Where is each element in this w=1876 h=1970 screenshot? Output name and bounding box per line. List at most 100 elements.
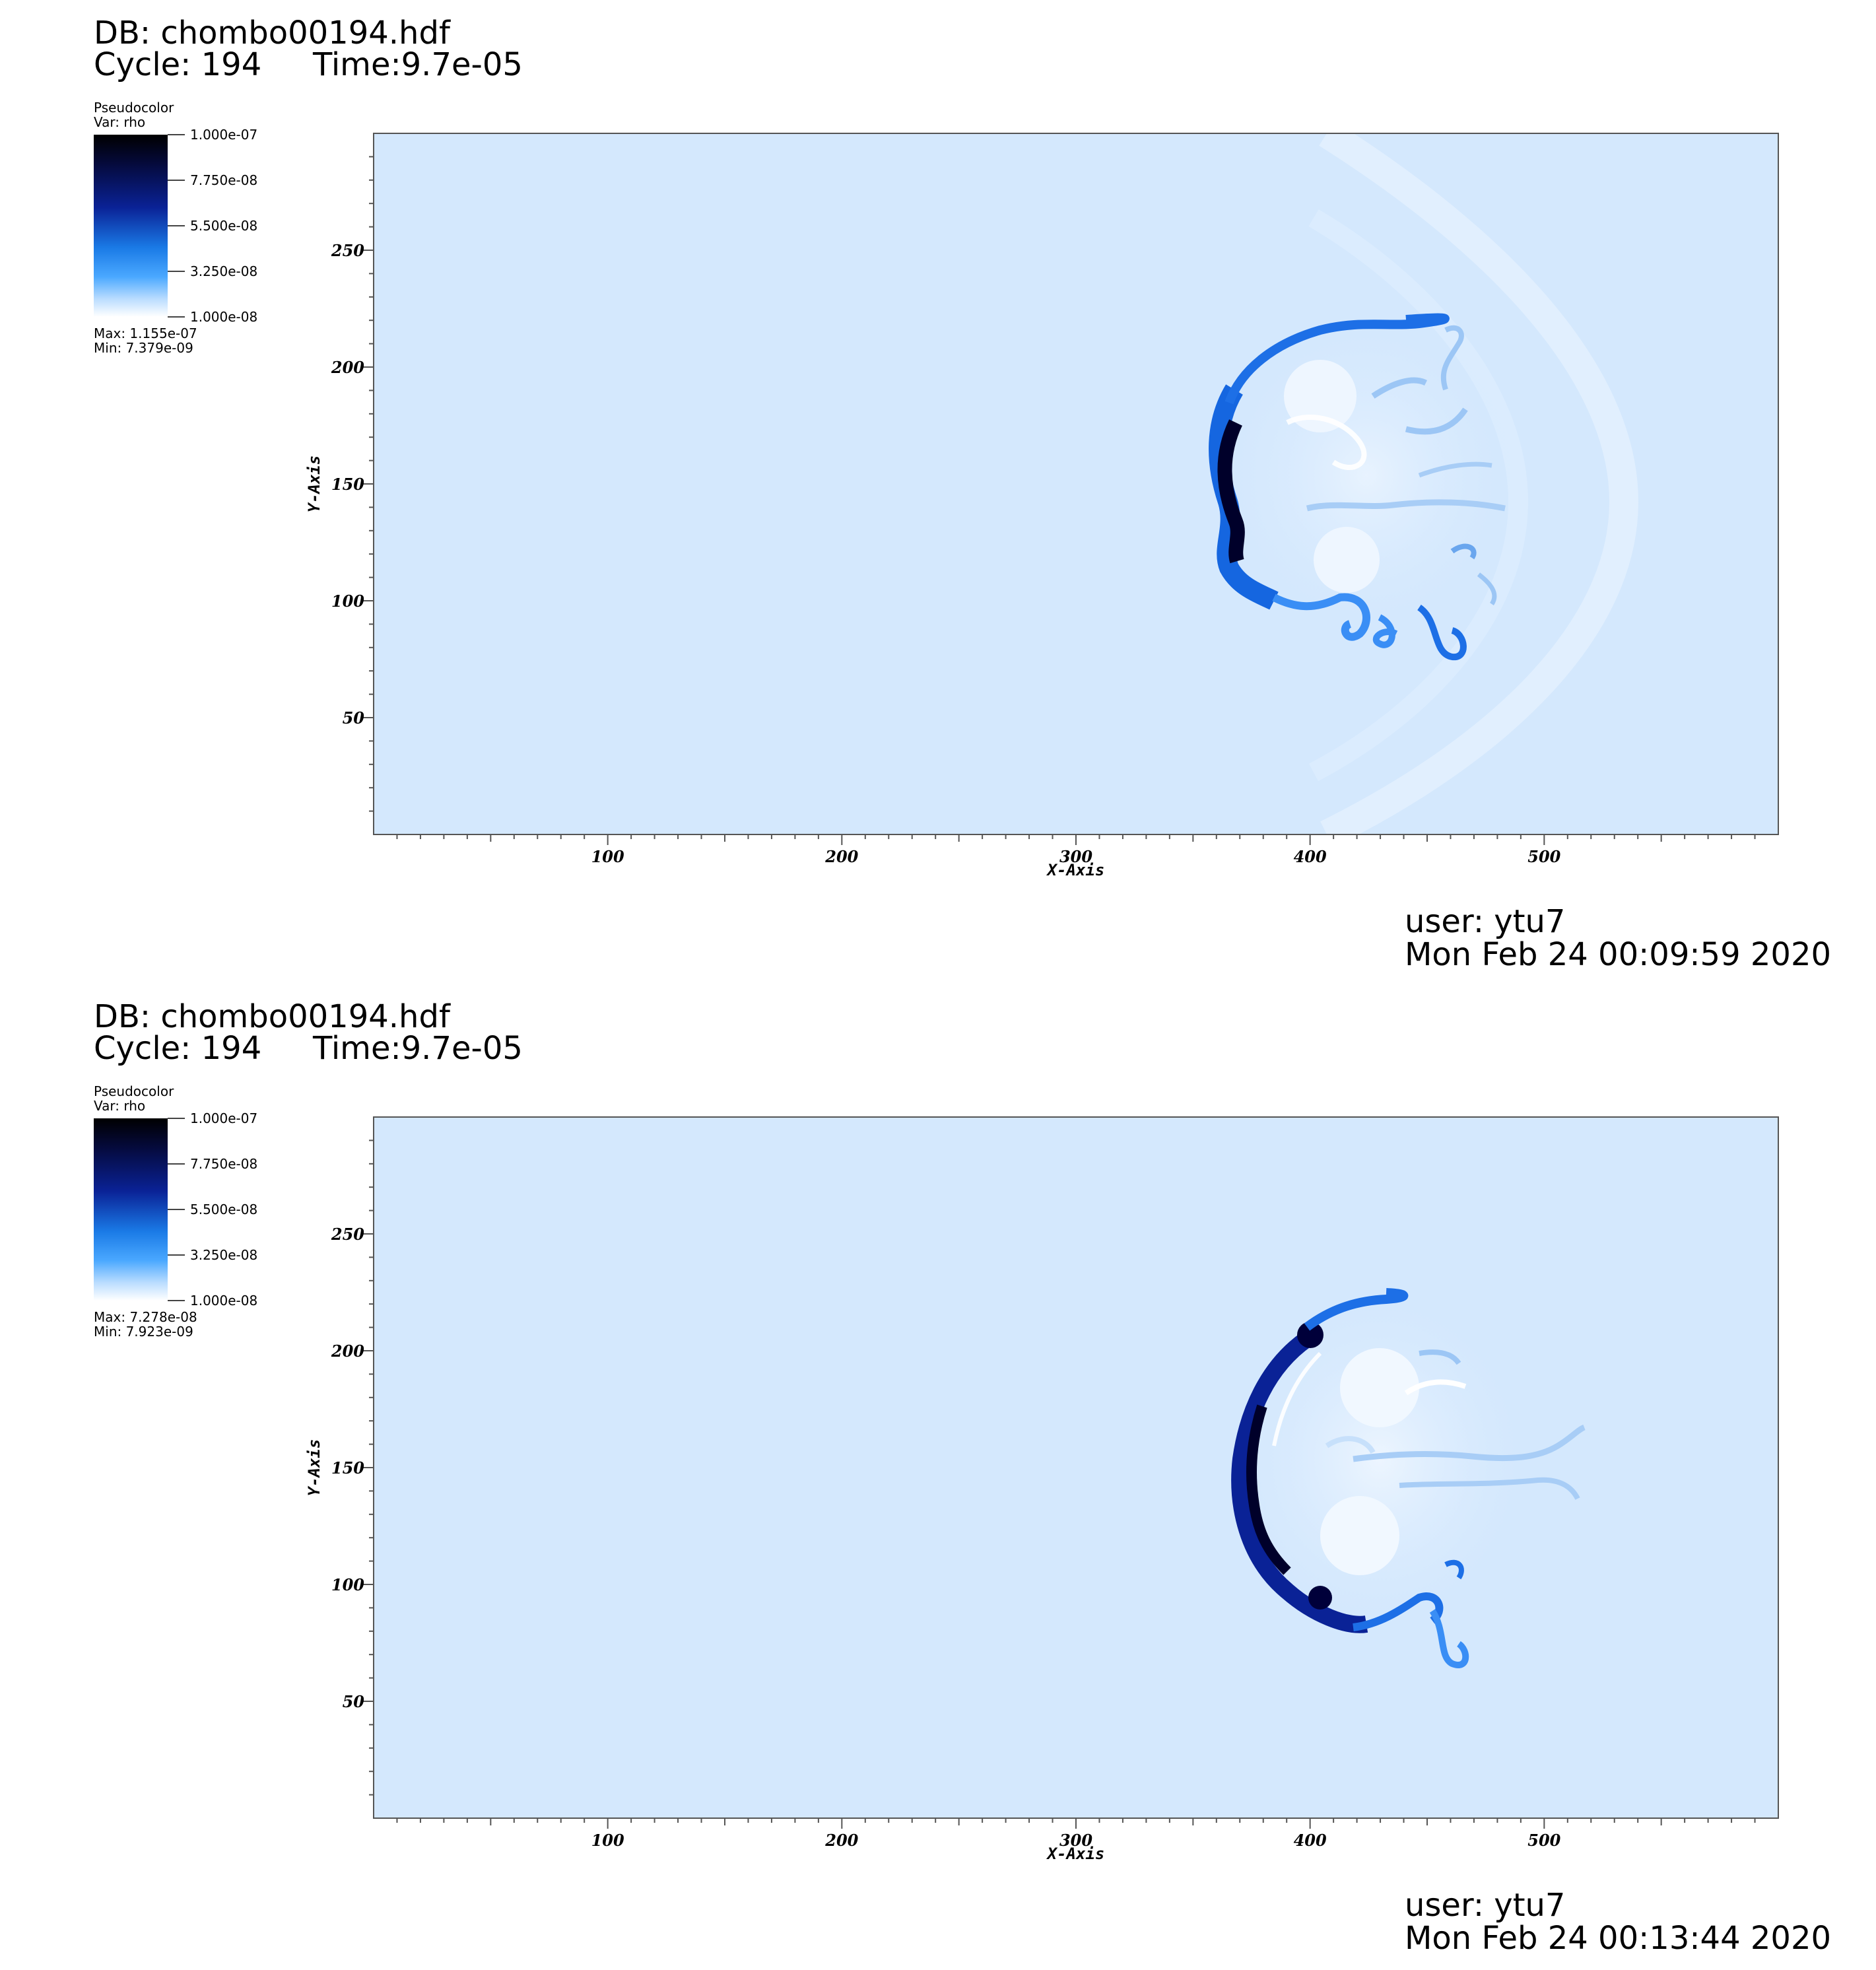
x-axis-title: X-Axis: [1046, 861, 1105, 879]
y-tick-label: 50: [343, 1692, 365, 1711]
swirl: [1325, 1436, 1376, 1454]
cycle-label: Cycle: 194 Time:9.7e-05: [94, 1030, 523, 1067]
vortex-lower: [1320, 1496, 1399, 1575]
jet: [1353, 1424, 1586, 1462]
swirl: [1272, 1351, 1322, 1446]
upper-rim: [1304, 1288, 1409, 1331]
legend-tick: [168, 134, 185, 135]
legend-var: Var: rho: [94, 114, 146, 130]
field-background: [374, 1117, 1778, 1818]
y-axis-title: Y-Axis: [305, 1439, 323, 1497]
shock-front-outer: [1231, 1332, 1368, 1633]
shock-front-dense: [1246, 1404, 1291, 1575]
legend-colorbar: [94, 135, 168, 317]
lower-rim: [1353, 1592, 1444, 1631]
x-tick-label: 200: [824, 1831, 858, 1850]
x-tick-label: 300: [1059, 847, 1092, 866]
user-label: user: ytu7: [1405, 903, 1566, 940]
shock-front-dense: [1217, 419, 1245, 564]
legend-tick-label: 1.000e-07: [190, 127, 258, 143]
axis-tick-labels: 100 200 300 400 500 50 100 150 200 250: [331, 1225, 1561, 1850]
bow-shock-arc: [1319, 133, 1639, 834]
dense-knot: [1297, 1322, 1323, 1348]
cycle-text: Cycle: 194: [94, 46, 262, 83]
swirl: [1450, 543, 1477, 560]
legend-plot-type: Pseudocolor: [94, 100, 174, 116]
date-label: Mon Feb 24 00:09:59 2020: [1405, 936, 1832, 973]
y-tick-label: 50: [343, 708, 365, 728]
legend-colorbar: [94, 1118, 168, 1301]
legend-tick-label: 5.500e-08: [190, 1202, 258, 1217]
x-tick-label: 400: [1294, 1831, 1327, 1850]
lower-finger: [1417, 604, 1467, 661]
y-tick-label: 250: [331, 241, 364, 260]
y-tick-label: 250: [331, 1225, 364, 1244]
lower-rim: [1272, 593, 1370, 641]
legend-tick: [168, 1209, 185, 1210]
time-label: Time:9.7e-05: [313, 46, 523, 83]
legend-tick-label: 3.250e-08: [190, 263, 258, 279]
legend-tick: [168, 1118, 185, 1119]
legend-tick: [168, 316, 185, 318]
bow-shock-arc-inner: [1308, 209, 1529, 782]
legend-tick: [168, 1300, 185, 1301]
x-tick-label: 200: [824, 847, 858, 866]
legend-tick: [168, 225, 185, 226]
swirl: [1404, 1379, 1467, 1396]
legend-tick-label: 7.750e-08: [190, 172, 258, 188]
legend-max: Max: 1.155e-07: [94, 325, 197, 341]
legend-var: Var: rho: [94, 1098, 146, 1114]
swirl: [1444, 1559, 1464, 1580]
swirl: [1419, 1349, 1461, 1365]
y-tick-label: 100: [331, 592, 364, 611]
db-title: DB: chombo00194.hdf: [94, 998, 450, 1035]
x-tick-label: 300: [1059, 1831, 1092, 1850]
legend-min: Min: 7.379e-09: [94, 340, 193, 356]
swirl: [1440, 325, 1464, 391]
plot-svg: 100 200 300 400 500 50 100 150 200 250 X-Axis Y-A…: [305, 1116, 1779, 1863]
lower-finger: [1372, 614, 1398, 648]
legend-tick-label: 7.750e-08: [190, 1156, 258, 1172]
field-image: [374, 1117, 1778, 1818]
legend-tick: [168, 1254, 185, 1256]
y-tick-label: 150: [331, 475, 364, 494]
legend-plot-type: Pseudocolor: [94, 1083, 174, 1099]
upper-rim: [1224, 313, 1450, 405]
axis-tick-labels: 100 200 300 400 500 50 100 150 200 250: [331, 241, 1561, 866]
vortex-upper: [1284, 360, 1357, 432]
user-label: user: ytu7: [1405, 1887, 1566, 1924]
legend-min: Min: 7.923e-09: [94, 1324, 193, 1340]
legend-tick: [168, 1163, 185, 1165]
vortex-upper: [1340, 1348, 1419, 1427]
x-axis-title: X-Axis: [1046, 1845, 1105, 1863]
swirl: [1371, 377, 1428, 399]
y-tick-label: 100: [331, 1575, 364, 1594]
vortex-lower: [1314, 527, 1380, 593]
x-tick-label: 400: [1294, 847, 1327, 866]
cycle-text: Cycle: 194: [94, 1030, 262, 1067]
y-tick-label: 150: [331, 1458, 364, 1478]
date-label: Mon Feb 24 00:13:44 2020: [1405, 1920, 1832, 1957]
legend-tick-label: 1.000e-08: [190, 1293, 258, 1308]
swirl: [1306, 499, 1506, 512]
axis-ticks: [363, 1139, 1756, 1829]
x-tick-label: 100: [591, 847, 624, 866]
legend-tick: [168, 180, 185, 181]
legend-tick: [168, 271, 185, 272]
x-tick-label: 100: [591, 1831, 624, 1850]
time-label: Time:9.7e-05: [313, 1030, 523, 1067]
y-axis-title: Y-Axis: [305, 456, 323, 513]
swirl: [1405, 407, 1468, 435]
y-tick-label: 200: [331, 1342, 364, 1361]
axis-ticks: [363, 156, 1756, 845]
plot-panel-1: DB: chombo00194.hdf Cycle: 194 Time:9.7e…: [94, 15, 1832, 973]
swirl: [1418, 461, 1492, 478]
x-tick-label: 500: [1527, 1831, 1560, 1850]
cycle-label: Cycle: 194 Time:9.7e-05: [94, 46, 523, 83]
field-background: [374, 133, 1778, 834]
db-title: DB: chombo00194.hdf: [94, 15, 450, 51]
jet: [1399, 1477, 1580, 1500]
field-image: [374, 133, 1778, 834]
legend-max: Max: 7.278e-08: [94, 1309, 197, 1325]
x-tick-label: 500: [1527, 847, 1560, 866]
